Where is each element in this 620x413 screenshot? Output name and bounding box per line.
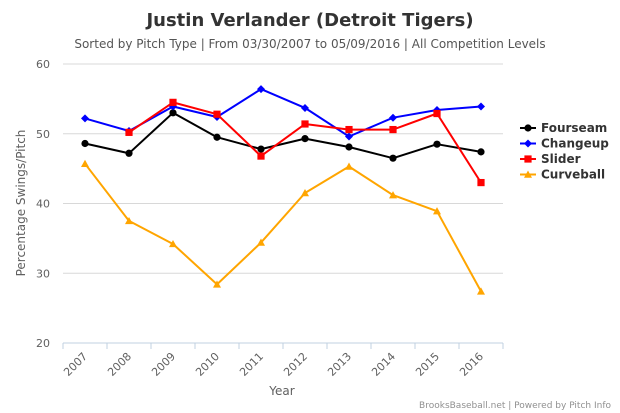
series-line-slider: [128, 101, 482, 184]
legend-item-curveball[interactable]: Curveball: [520, 168, 605, 182]
data-point-curveball-2008[interactable]: [125, 216, 133, 225]
data-point-changeup-2014[interactable]: [389, 113, 397, 122]
legend-marker-changeup[interactable]: [524, 139, 532, 148]
series-fourseam: [81, 109, 485, 162]
data-point-slider-2008[interactable]: [125, 128, 133, 136]
data-point-curveball-2011[interactable]: [257, 238, 265, 246]
x-tick-label-2007: 2007: [61, 350, 90, 379]
y-tick-label-50: 50: [36, 128, 50, 141]
x-tick-label-2014: 2014: [369, 350, 398, 379]
legend-label-fourseam: Fourseam: [541, 121, 607, 135]
legend-marker-fourseam[interactable]: [524, 124, 532, 132]
data-point-changeup-2011[interactable]: [257, 85, 265, 94]
series-line-fourseam: [84, 111, 482, 160]
series-changeup: [81, 85, 485, 141]
legend-label-changeup: Changeup: [541, 137, 609, 151]
data-point-fourseam-2011[interactable]: [257, 145, 265, 153]
data-point-changeup-2013[interactable]: [345, 132, 353, 141]
data-point-slider-2014[interactable]: [389, 125, 397, 134]
data-point-curveball-2014[interactable]: [389, 191, 397, 199]
data-point-changeup-2016[interactable]: [477, 102, 485, 111]
data-point-changeup-2012[interactable]: [301, 103, 309, 112]
x-tick-label-2009: 2009: [149, 350, 178, 379]
data-point-curveball-2015[interactable]: [433, 207, 441, 215]
series-line-changeup: [84, 88, 482, 138]
y-axis-title: Percentage Swings/Pitch: [14, 130, 28, 277]
data-point-fourseam-2008[interactable]: [125, 149, 133, 157]
data-point-curveball-2010[interactable]: [213, 280, 221, 288]
x-axis-title: Year: [268, 384, 294, 398]
x-tick-label-2008: 2008: [105, 350, 134, 379]
data-point-fourseam-2016[interactable]: [477, 148, 485, 156]
y-tick-label-20: 20: [36, 337, 50, 350]
data-point-slider-2009[interactable]: [169, 98, 177, 106]
data-point-fourseam-2015[interactable]: [433, 140, 441, 148]
x-tick-label-2015: 2015: [413, 350, 442, 379]
data-point-fourseam-2007[interactable]: [81, 139, 89, 148]
series-slider: [125, 98, 485, 187]
x-tick-label-2010: 2010: [193, 350, 222, 379]
data-point-slider-2011[interactable]: [257, 152, 265, 160]
data-point-fourseam-2010[interactable]: [213, 133, 221, 141]
series-curveball: [81, 159, 485, 295]
data-point-fourseam-2013[interactable]: [345, 143, 353, 151]
chart-title: Justin Verlander (Detroit Tigers): [144, 10, 473, 31]
data-point-slider-2015[interactable]: [433, 109, 441, 118]
data-point-fourseam-2012[interactable]: [301, 135, 309, 143]
legend-item-slider[interactable]: Slider: [520, 152, 581, 166]
x-tick-label-2012: 2012: [281, 350, 310, 379]
legend-marker-curveball[interactable]: [524, 170, 532, 178]
data-point-curveball-2013[interactable]: [345, 162, 353, 170]
axes: 20 30 40 50 60 2007 2008 2009 2010 2011 2012 2013 20…: [36, 58, 504, 379]
legend-label-slider: Slider: [541, 152, 581, 166]
data-point-slider-2016[interactable]: [477, 178, 485, 187]
y-tick-label-60: 60: [36, 58, 50, 71]
data-point-slider-2012[interactable]: [301, 120, 309, 128]
chart-subtitle: Sorted by Pitch Type | From 03/30/2007 t…: [74, 37, 545, 51]
y-tick-label-40: 40: [36, 198, 50, 211]
data-point-fourseam-2014[interactable]: [389, 154, 397, 162]
data-point-curveball-2012[interactable]: [301, 189, 309, 197]
legend-item-fourseam[interactable]: Fourseam: [520, 121, 607, 135]
data-point-slider-2010[interactable]: [213, 110, 221, 118]
data-point-curveball-2009[interactable]: [169, 239, 177, 248]
x-tick-label-2011: 2011: [237, 350, 266, 379]
data-point-slider-2013[interactable]: [345, 125, 353, 134]
x-tick-label-2013: 2013: [325, 350, 354, 379]
series-line-curveball: [84, 162, 482, 293]
y-tick-label-30: 30: [36, 267, 50, 280]
data-point-curveball-2007[interactable]: [81, 159, 89, 167]
credits[interactable]: BrooksBaseball.net | Powered by Pitch In…: [419, 401, 611, 411]
legend-label-curveball: Curveball: [541, 168, 605, 182]
data-point-changeup-2007[interactable]: [81, 114, 89, 123]
legend-item-changeup[interactable]: Changeup: [520, 137, 609, 151]
data-point-curveball-2016[interactable]: [477, 287, 485, 295]
data-point-fourseam-2009[interactable]: [169, 109, 177, 117]
plot-area: [81, 85, 485, 295]
x-tick-label-2016: 2016: [457, 350, 486, 379]
grid-lines: [63, 63, 503, 274]
legend-marker-slider[interactable]: [524, 155, 532, 163]
